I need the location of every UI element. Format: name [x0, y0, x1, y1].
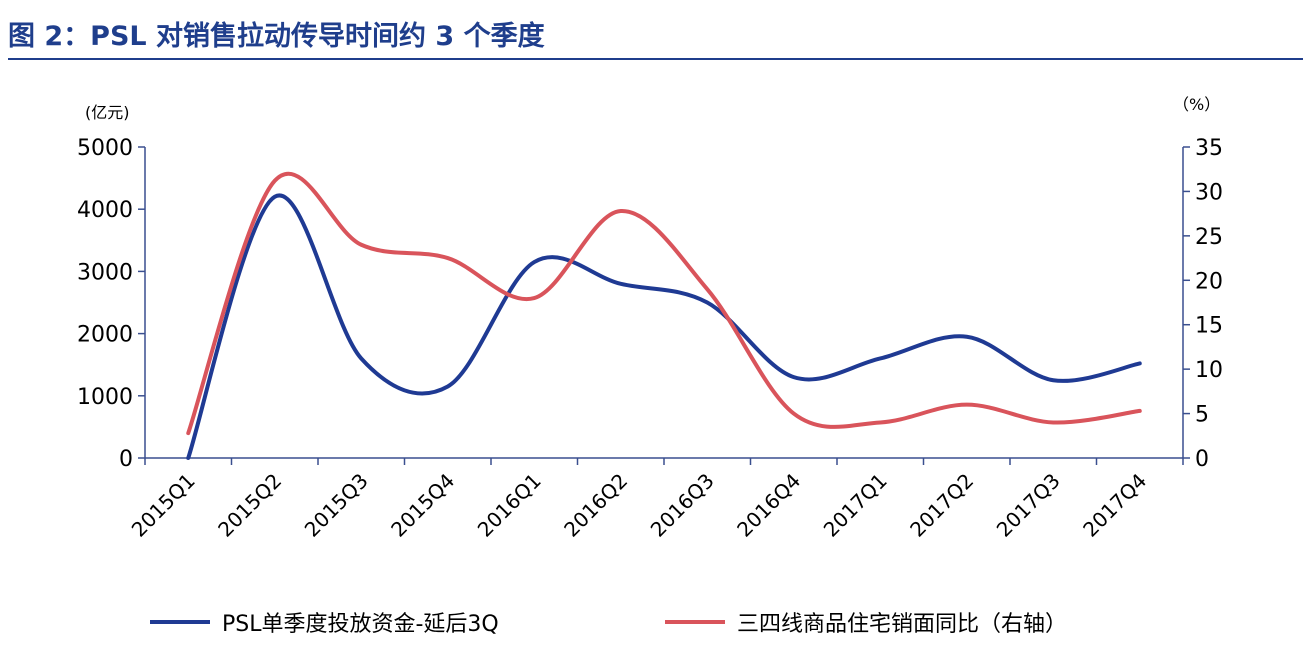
- chart-axes: 0 1000 2000 3000 4000 5000 0 5 10 15 20 25 30 35 2015Q…: [77, 136, 1223, 542]
- legend-swatch-blue: [150, 620, 210, 624]
- x-tick-label: 2017Q4: [1078, 469, 1151, 542]
- right-tick-label: 0: [1195, 447, 1209, 472]
- left-axis-unit: (亿元): [85, 103, 130, 122]
- series-line-psl: [186, 193, 1142, 460]
- right-tick-label: 5: [1195, 403, 1209, 428]
- legend-item-sales: 三四线商品住宅销面同比（右轴）: [665, 604, 1067, 640]
- x-tick-label: 2017Q1: [819, 469, 892, 542]
- title-underline: [8, 58, 1303, 60]
- line-chart: 0 1000 2000 3000 4000 5000 0 5 10 15 20 25 30 35 2015Q…: [77, 95, 1223, 542]
- legend-label-psl: PSL单季度投放资金-延后3Q: [222, 612, 499, 637]
- x-tick-label: 2017Q3: [992, 469, 1065, 542]
- left-tick-label: 4000: [77, 198, 133, 223]
- left-tick-label: 3000: [77, 260, 133, 285]
- legend-item-psl: PSL单季度投放资金-延后3Q: [150, 604, 499, 640]
- right-axis-unit: （%）: [1173, 95, 1220, 114]
- chart-series: [186, 171, 1142, 460]
- x-tick-label: 2016Q3: [646, 469, 719, 542]
- right-tick-label: 35: [1195, 136, 1223, 161]
- left-tick-label: 5000: [77, 136, 133, 161]
- x-tick-label: 2015Q3: [300, 469, 373, 542]
- x-tick-label: 2017Q2: [905, 469, 978, 542]
- left-tick-label: 1000: [77, 385, 133, 410]
- right-tick-label: 10: [1195, 358, 1223, 383]
- x-tick-label: 2015Q1: [127, 469, 200, 542]
- x-tick-label: 2015Q2: [213, 469, 286, 542]
- x-tick-label: 2016Q2: [559, 469, 632, 542]
- series-line-sales: [186, 171, 1142, 436]
- right-tick-label: 30: [1195, 180, 1223, 205]
- x-tick-label: 2015Q4: [386, 469, 459, 542]
- right-tick-label: 20: [1195, 269, 1223, 294]
- right-tick-label: 15: [1195, 314, 1223, 339]
- x-tick-label: 2016Q4: [732, 469, 805, 542]
- chart-title: 图 2：PSL 对销售拉动传导时间约 3 个季度: [8, 21, 545, 52]
- right-tick-label: 25: [1195, 225, 1223, 250]
- x-tick-label: 2016Q1: [473, 469, 546, 542]
- left-tick-label: 2000: [77, 323, 133, 348]
- legend-label-sales: 三四线商品住宅销面同比（右轴）: [737, 612, 1068, 637]
- left-tick-label: 0: [119, 447, 133, 472]
- legend-swatch-red: [665, 620, 725, 624]
